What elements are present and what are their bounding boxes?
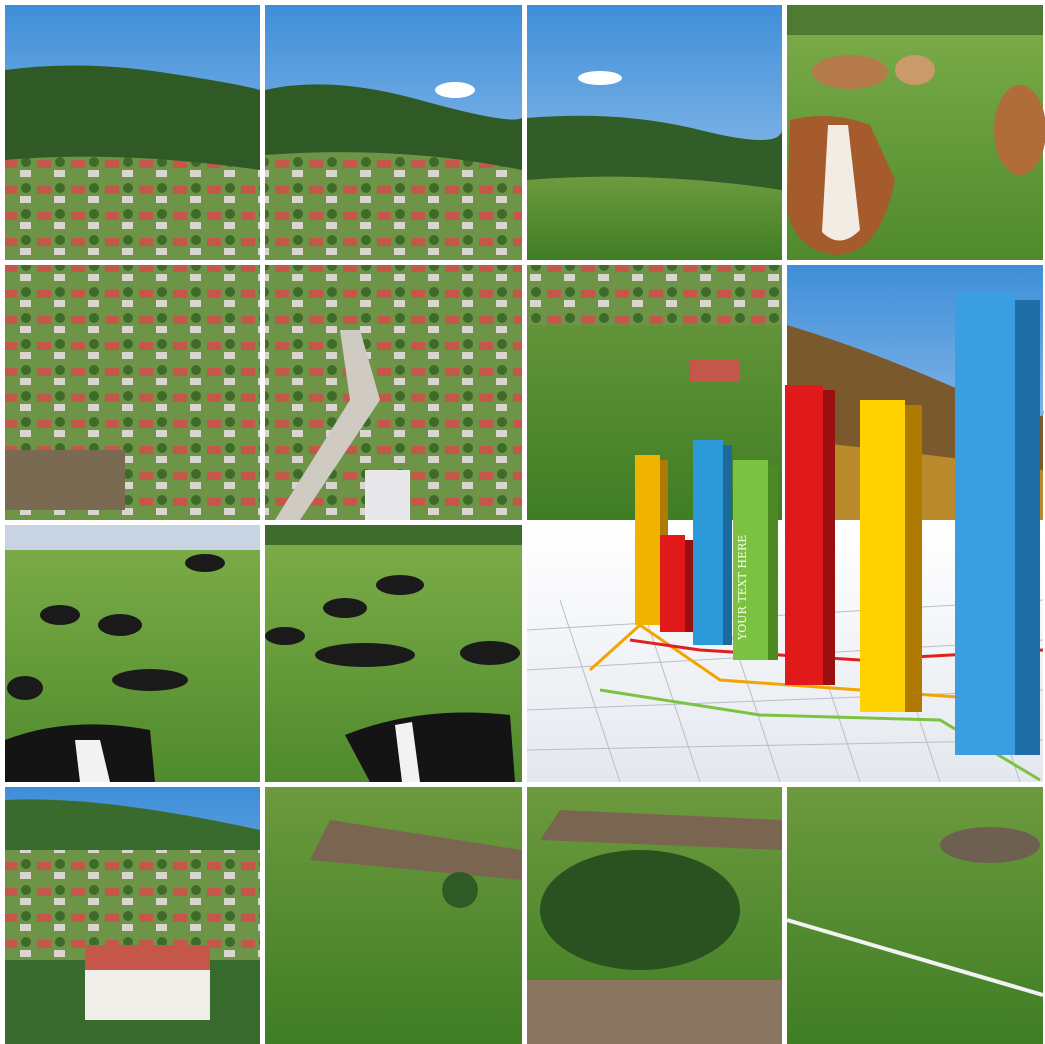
photo-cows-brown xyxy=(787,5,1045,260)
photo-cows-1 xyxy=(5,525,260,782)
photo-village-3 xyxy=(527,5,782,260)
photo-town xyxy=(5,787,260,1044)
photo-fields-2 xyxy=(787,787,1043,1044)
photo-village-2 xyxy=(265,5,522,260)
photo-fields-1 xyxy=(265,787,522,1044)
photo-trees xyxy=(527,787,782,1044)
collage: YOUR TEXT HERE xyxy=(0,0,1045,1044)
photo-aerial-2 xyxy=(265,265,522,520)
bar-label: YOUR TEXT HERE xyxy=(736,535,749,641)
photo-village-1 xyxy=(5,5,260,260)
photo-cows-2 xyxy=(265,525,522,782)
photo-aerial-1 xyxy=(5,265,260,520)
